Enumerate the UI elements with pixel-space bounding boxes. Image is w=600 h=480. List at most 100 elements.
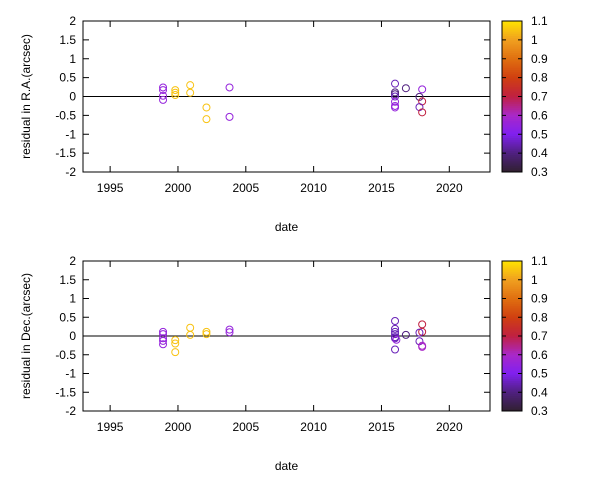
x-tick-label: 2020 xyxy=(436,181,463,195)
colorbar-band xyxy=(502,155,522,158)
colorbar-tick-label: 1 xyxy=(531,33,538,47)
colorbar-band xyxy=(502,330,522,333)
colorbar-band xyxy=(502,24,522,28)
colorbar-band xyxy=(502,45,522,48)
colorbar-band xyxy=(502,90,522,94)
colorbar-band xyxy=(502,386,522,389)
colorbar-band xyxy=(502,43,522,47)
data-point xyxy=(392,335,401,344)
x-tick-label: 2015 xyxy=(368,181,395,195)
colorbar-band xyxy=(502,360,522,363)
colorbar-band xyxy=(502,366,522,369)
colorbar-band xyxy=(502,79,522,82)
colorbar-band xyxy=(502,102,522,105)
colorbar-band xyxy=(502,138,522,141)
data-point xyxy=(186,88,195,97)
y-tick-label: 2 xyxy=(69,254,76,268)
colorbar-band xyxy=(502,100,522,103)
y-tick-label: 1 xyxy=(69,292,76,306)
colorbar-band xyxy=(502,324,522,328)
colorbar-band xyxy=(502,332,522,335)
colorbar-band xyxy=(502,304,522,307)
colorbar-band xyxy=(502,30,522,33)
data-point xyxy=(186,81,195,90)
colorbar-tick-label: 1 xyxy=(531,273,538,287)
data-point xyxy=(159,86,168,95)
colorbar-band xyxy=(502,300,522,303)
colorbar-band xyxy=(502,119,522,122)
colorbar-band xyxy=(502,268,522,271)
colorbar-band xyxy=(502,75,522,79)
colorbar-tick-label: 0.9 xyxy=(531,292,548,306)
data-point xyxy=(418,85,427,94)
colorbar-band xyxy=(502,388,522,391)
data-point xyxy=(225,328,234,337)
colorbar-band xyxy=(502,289,522,292)
data-point xyxy=(159,83,168,92)
colorbar-band xyxy=(502,107,522,111)
colorbar-band xyxy=(502,94,522,97)
y-tick-label: -0.5 xyxy=(55,108,76,122)
y-axis-label: residual in R.A.(arcsec) xyxy=(19,34,33,159)
colorbar-band xyxy=(502,341,522,344)
colorbar-band xyxy=(502,68,522,71)
colorbar-band xyxy=(502,151,522,154)
data-point xyxy=(418,108,427,117)
colorbar-band xyxy=(502,302,522,305)
colorbar-band xyxy=(502,34,522,37)
colorbar-band xyxy=(502,147,522,150)
y-tick-label: 0 xyxy=(69,329,76,343)
colorbar-band xyxy=(502,141,522,145)
colorbar: 0.3 0.4 0.5 0.6 0.7 0.8 0.9 1 1.1 xyxy=(501,254,548,418)
colorbar-band xyxy=(502,162,522,165)
data-point xyxy=(202,115,211,124)
colorbar-band xyxy=(502,160,522,164)
colorbar-band xyxy=(502,319,522,322)
colorbar-band xyxy=(502,401,522,404)
colorbar-band xyxy=(502,54,522,58)
colorbar-band xyxy=(502,105,522,109)
colorbar-band xyxy=(502,96,522,99)
data-point xyxy=(391,79,400,88)
colorbar-band xyxy=(502,134,522,137)
colorbar-band xyxy=(502,136,522,139)
colorbar-band xyxy=(502,36,522,39)
colorbar-band xyxy=(502,272,522,275)
colorbar-band xyxy=(502,367,522,371)
colorbar-band xyxy=(502,358,522,361)
data-point xyxy=(159,336,168,345)
plot-panel-1: -2 -1.5 -1 -0.5 0 0.5 1 1.5 2 1995 2000 2005 2010 201… xyxy=(19,14,548,234)
colorbar-band xyxy=(502,156,522,160)
colorbar-band xyxy=(502,262,522,266)
colorbar-band xyxy=(502,47,522,50)
colorbar-band xyxy=(502,85,522,88)
colorbar-band xyxy=(502,334,522,337)
colorbar-band xyxy=(502,49,522,52)
colorbar-band xyxy=(502,339,522,343)
colorbar-band xyxy=(502,298,522,301)
colorbar-band xyxy=(502,149,522,152)
colorbar-band xyxy=(502,283,522,286)
colorbar-band xyxy=(502,399,522,403)
colorbar-band xyxy=(502,397,522,401)
data-point xyxy=(225,325,234,334)
colorbar-band xyxy=(502,328,522,331)
x-tick-label: 1995 xyxy=(97,181,124,195)
colorbar-band xyxy=(502,64,522,67)
colorbar-band xyxy=(502,60,522,64)
data-point xyxy=(391,97,400,106)
data-point xyxy=(391,334,400,343)
colorbar-band xyxy=(502,81,522,84)
x-tick-label: 2005 xyxy=(232,420,259,434)
colorbar-band xyxy=(502,306,522,309)
x-tick-label: 2000 xyxy=(165,420,192,434)
colorbar-band xyxy=(502,128,522,131)
colorbar-band xyxy=(502,261,522,264)
colorbar-band xyxy=(502,168,522,171)
colorbar-band xyxy=(502,345,522,348)
data-point xyxy=(171,90,180,99)
colorbar-band xyxy=(502,104,522,107)
colorbar-tick-label: 0.8 xyxy=(531,310,548,324)
colorbar-band xyxy=(502,109,522,113)
y-tick-label: 0.5 xyxy=(59,310,76,324)
